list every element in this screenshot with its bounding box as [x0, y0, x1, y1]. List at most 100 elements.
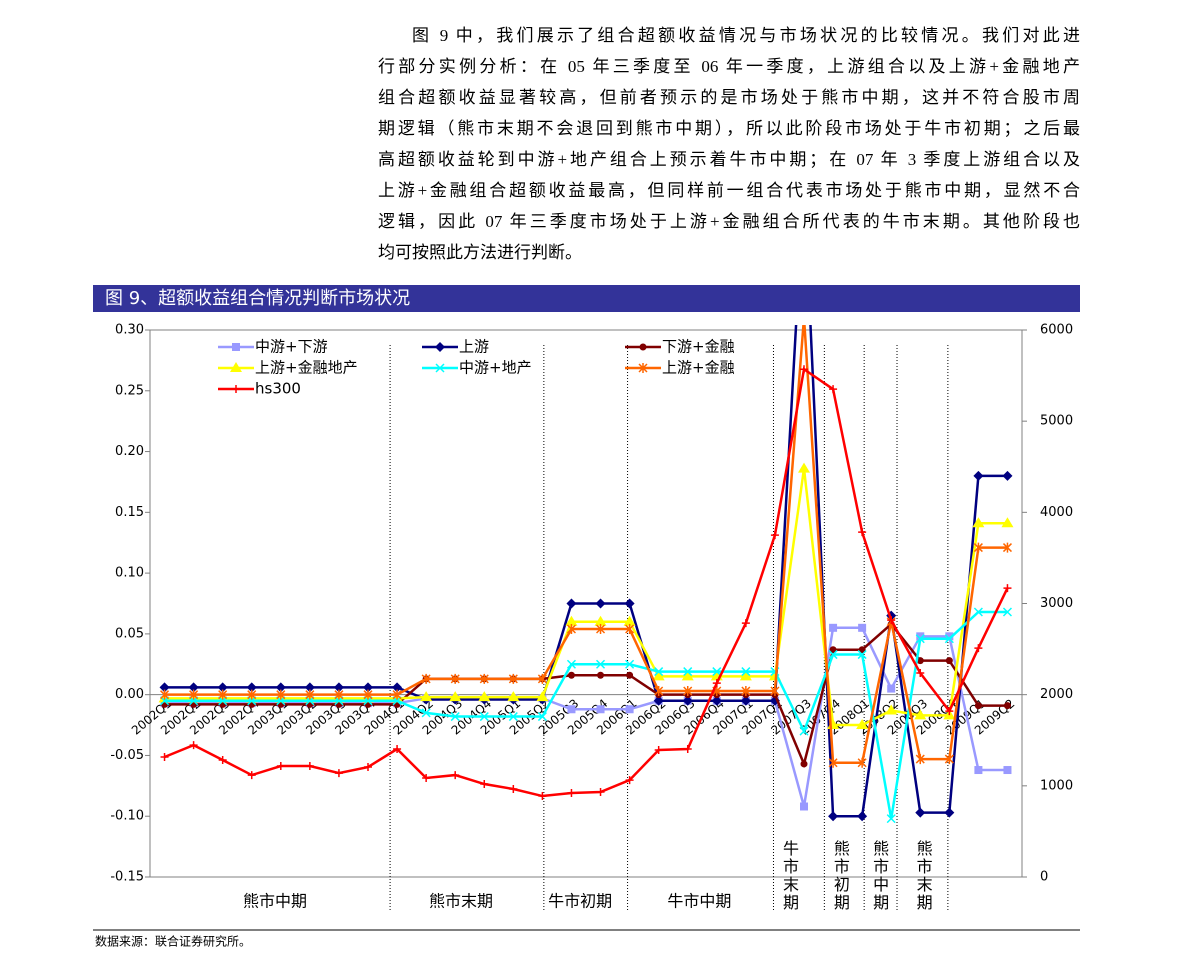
- data-point: [944, 634, 954, 644]
- data-point: [536, 691, 549, 702]
- data-point: [945, 632, 954, 641]
- data-point: [683, 667, 693, 677]
- y2-tick-label: 2000: [1040, 687, 1073, 702]
- phase-label: 熊市末期: [429, 892, 493, 911]
- paragraph-line: 行部分实例分析：在 05 年三季度至 06 年一季度，上游组合以及上游+金融地产: [378, 57, 1080, 76]
- data-point: [654, 746, 663, 755]
- data-point: [1003, 766, 1012, 775]
- data-point: [363, 689, 373, 700]
- legend-marker: [435, 363, 445, 373]
- data-point: [189, 741, 198, 750]
- data-point: [856, 719, 869, 730]
- data-point: [625, 624, 635, 635]
- data-point: [160, 689, 170, 700]
- data-point: [538, 792, 547, 801]
- data-point: [1001, 517, 1014, 528]
- data-point: [800, 760, 808, 768]
- legend-label: hs300: [255, 380, 301, 398]
- data-point: [857, 757, 867, 768]
- source: 数据来源：联合证券研究所。: [95, 934, 251, 949]
- data-point: [334, 689, 344, 700]
- data-point: [422, 773, 431, 782]
- legend-marker-shape: [638, 363, 648, 373]
- data-point: [916, 657, 924, 665]
- data-point: [305, 762, 314, 771]
- data-point: [333, 682, 344, 693]
- data-point: [829, 623, 838, 632]
- y2-tick-label: 3000: [1040, 596, 1073, 611]
- phase-label: 牛市末期: [780, 840, 799, 912]
- legend-label: 上游+金融地产: [255, 359, 358, 377]
- data-point: [974, 644, 983, 653]
- data-point: [973, 470, 984, 481]
- data-point: [508, 673, 518, 684]
- data-point: [596, 788, 605, 797]
- data-point: [799, 726, 809, 736]
- data-point: [188, 682, 199, 693]
- data-point: [683, 686, 693, 697]
- data-point: [858, 623, 867, 632]
- legend-marker: [232, 385, 240, 393]
- figure-title: 图 9、超额收益组合情况判断市场状况: [105, 288, 410, 309]
- data-point: [829, 646, 837, 654]
- phase-label: 熊市中期: [243, 892, 307, 911]
- data-point: [973, 542, 983, 553]
- data-point: [798, 462, 810, 473]
- legend-marker: [638, 363, 648, 373]
- y2-tick-label: 0: [1040, 870, 1048, 885]
- y-tick-label: 0.25: [115, 383, 144, 398]
- paragraph-line: 上游+金融组合超额收益最高，但同样前一组合代表市场处于熊市中期，显然不合: [378, 181, 1080, 200]
- data-point: [565, 615, 578, 626]
- data-point: [392, 689, 402, 700]
- data-point: [595, 598, 606, 609]
- data-point: [887, 616, 896, 625]
- legend-label: 上游+金融: [662, 359, 735, 377]
- data-point: [305, 689, 315, 700]
- legend-label: 中游+下游: [255, 338, 328, 356]
- data-point: [247, 689, 257, 700]
- data-point: [741, 686, 751, 697]
- data-point: [828, 811, 839, 822]
- data-point: [915, 807, 926, 818]
- phase-label: 牛市中期: [667, 892, 731, 911]
- legend-marker-shape: [230, 362, 242, 372]
- data-point: [450, 673, 460, 684]
- data-point: [770, 531, 779, 540]
- data-point: [799, 179, 809, 189]
- data-point: [421, 673, 431, 684]
- paragraph-line: 期逻辑（熊市末期不会退回到熊市中期），所以此阶段市场处于牛市初期；之后最: [378, 119, 1080, 138]
- data-point: [915, 634, 925, 644]
- data-point: [596, 624, 606, 635]
- data-point: [829, 385, 838, 394]
- data-point: [479, 673, 489, 684]
- data-point: [887, 684, 896, 693]
- data-point: [480, 780, 489, 789]
- data-point: [508, 712, 518, 722]
- legend-marker-shape: [435, 363, 445, 373]
- data-point: [304, 682, 315, 693]
- data-point: [740, 695, 751, 706]
- data-point: [218, 689, 228, 700]
- y-tick-label: 0.00: [115, 687, 144, 702]
- data-point: [393, 745, 402, 754]
- data-point: [974, 766, 983, 775]
- data-point: [915, 754, 925, 765]
- paragraph-line: 逻辑，因此 07 年三季度市场处于上游+金融组合所代表的牛市末期。其他阶段也: [378, 212, 1080, 231]
- data-point: [944, 754, 954, 765]
- data-point: [973, 607, 983, 617]
- y2-tick-label: 5000: [1040, 414, 1073, 429]
- series-line: [164, 468, 1008, 727]
- data-point: [450, 712, 460, 722]
- data-point: [681, 670, 694, 681]
- data-point: [160, 753, 169, 762]
- data-point: [479, 712, 489, 722]
- y-tick-label: -0.15: [110, 870, 144, 885]
- data-point: [537, 712, 547, 722]
- data-point: [945, 707, 954, 716]
- data-point: [623, 615, 636, 626]
- data-point: [654, 686, 664, 697]
- data-point: [800, 313, 808, 323]
- legend-marker: [230, 362, 242, 372]
